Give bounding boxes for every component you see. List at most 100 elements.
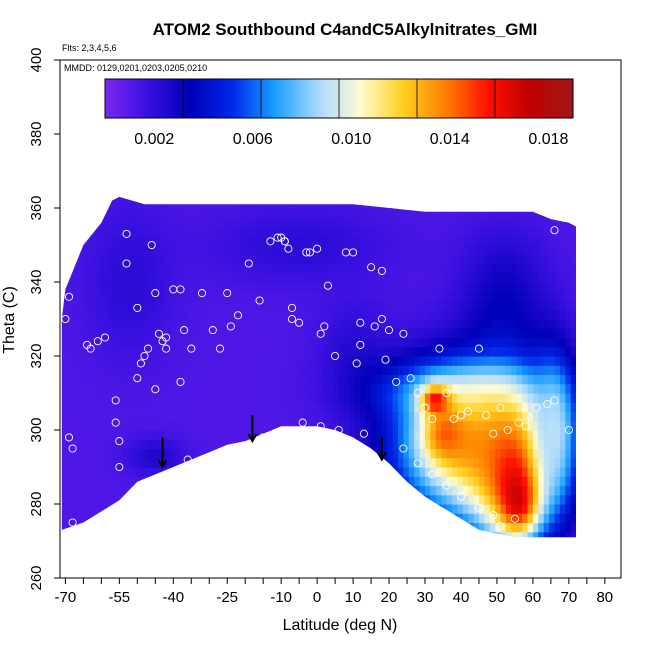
heatmap-cell — [306, 393, 313, 403]
heatmap-cell — [63, 393, 70, 403]
heatmap-cell — [344, 346, 351, 357]
heatmap-cell — [354, 457, 361, 468]
heatmap-cell — [543, 319, 550, 329]
heatmap-cell — [101, 420, 108, 431]
heatmap-cell — [284, 282, 291, 292]
heatmap-cell — [392, 263, 399, 274]
heatmap-cell — [300, 439, 307, 450]
colorbar-swatch — [462, 79, 467, 118]
heatmap-cell — [435, 457, 442, 468]
heatmap-cell — [392, 291, 399, 302]
heatmap-cell — [193, 217, 200, 228]
heatmap-cell — [532, 365, 539, 376]
heatmap-cell — [505, 226, 512, 237]
heatmap-cell — [149, 319, 156, 329]
heatmap-cell — [106, 226, 113, 237]
heatmap-cell — [435, 439, 442, 450]
heatmap-cell — [295, 337, 302, 348]
heatmap-cell — [559, 513, 566, 524]
heatmap-cell — [69, 263, 75, 274]
heatmap-cell — [198, 337, 205, 348]
heatmap-cell — [376, 494, 383, 505]
heatmap-cell — [96, 226, 102, 237]
heatmap-cell — [468, 337, 475, 348]
heatmap-cell — [549, 291, 556, 302]
heatmap-cell — [85, 356, 92, 366]
heatmap-cell — [344, 448, 351, 459]
heatmap-cell — [144, 235, 151, 246]
heatmap-cell — [354, 402, 361, 413]
heatmap-cell — [171, 282, 178, 292]
heatmap-cell — [543, 522, 550, 533]
heatmap-cell — [101, 467, 108, 477]
heatmap-cell — [160, 430, 167, 440]
heatmap-cell — [468, 263, 475, 274]
heatmap-cell — [452, 337, 458, 348]
heatmap-cell — [133, 300, 140, 311]
heatmap-cell — [74, 430, 81, 440]
heatmap-cell — [122, 485, 129, 496]
heatmap-cell — [295, 494, 302, 505]
heatmap-cell — [61, 504, 65, 514]
heatmap-cell — [403, 198, 410, 209]
observation-point — [510, 514, 519, 523]
observation-point — [64, 433, 74, 442]
heatmap-cell — [554, 494, 561, 505]
heatmap-cell — [236, 254, 243, 265]
heatmap-cell — [90, 485, 97, 496]
heatmap-cell — [225, 356, 232, 366]
heatmap-cell — [576, 411, 577, 422]
heatmap-cell — [435, 226, 442, 237]
heatmap-cell — [430, 254, 437, 265]
heatmap-cell — [230, 282, 237, 292]
heatmap-cell — [230, 513, 237, 524]
heatmap-cell — [495, 272, 502, 283]
heatmap-cell — [128, 494, 135, 505]
heatmap-cell — [247, 485, 253, 496]
heatmap-cell — [112, 411, 119, 422]
heatmap-cell — [559, 374, 566, 385]
heatmap-cell — [85, 263, 92, 274]
heatmap-cell — [252, 226, 259, 237]
heatmap-cell — [441, 254, 448, 265]
colorbar-swatch — [506, 79, 510, 118]
heatmap-cell — [268, 337, 275, 348]
heatmap-cell — [63, 300, 70, 311]
heatmap-cell — [203, 245, 210, 255]
heatmap-cell — [452, 319, 458, 329]
observation-point — [543, 400, 552, 409]
heatmap-cell — [220, 291, 226, 302]
heatmap-cell — [430, 402, 437, 413]
heatmap-cell — [96, 198, 102, 209]
heatmap-cell — [317, 504, 324, 514]
heatmap-cell — [252, 393, 259, 403]
heatmap-cell — [333, 245, 340, 255]
heatmap-cell — [112, 531, 119, 538]
observation-point — [136, 359, 145, 368]
heatmap-cell — [398, 356, 404, 366]
heatmap-cell — [527, 226, 534, 237]
heatmap-cell — [274, 346, 280, 357]
heatmap-cell — [69, 411, 75, 422]
colorbar-swatch — [502, 79, 507, 118]
heatmap-cell — [295, 196, 302, 200]
heatmap-cell — [565, 300, 572, 311]
heatmap-cell — [446, 411, 453, 422]
heatmap-cell — [317, 356, 324, 366]
heatmap-cell — [214, 420, 221, 431]
heatmap-cell — [306, 411, 313, 422]
heatmap-cell — [505, 411, 512, 422]
heatmap-cell — [468, 430, 475, 440]
heatmap-cell — [236, 263, 243, 274]
heatmap-cell — [527, 263, 534, 274]
heatmap-cell — [338, 328, 345, 339]
heatmap-cell — [106, 365, 113, 376]
heatmap-cell — [225, 513, 232, 524]
heatmap-cell — [360, 531, 367, 538]
heatmap-cell — [128, 476, 135, 487]
heatmap-cell — [295, 476, 302, 487]
heatmap-cell — [241, 420, 248, 431]
colorbar-swatch — [372, 79, 377, 118]
heatmap-cell — [139, 457, 146, 468]
heatmap-cell — [554, 208, 561, 218]
